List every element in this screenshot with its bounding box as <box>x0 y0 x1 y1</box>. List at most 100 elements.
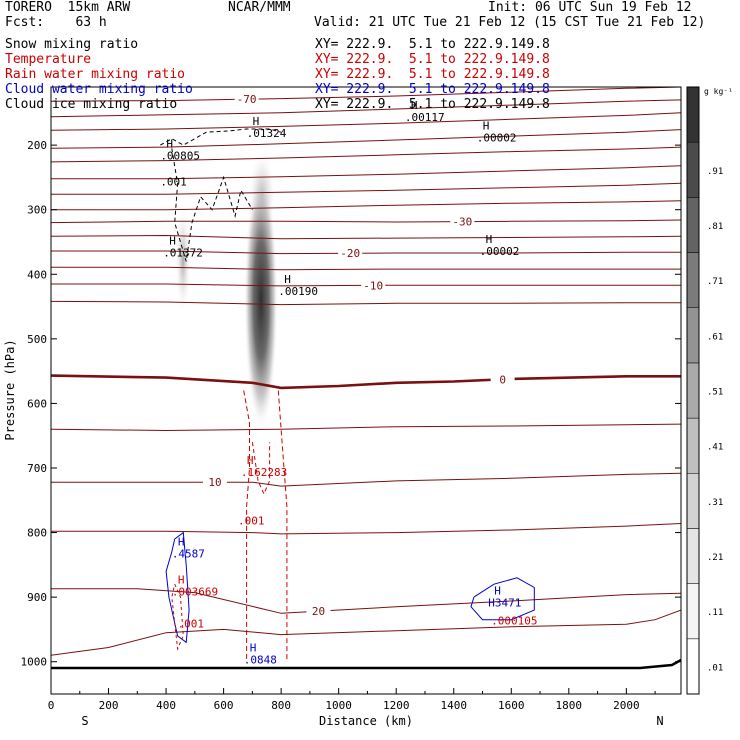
colorbar-tick-label: .01 <box>707 663 723 673</box>
x-tick-label: 0 <box>48 699 55 712</box>
isotherm-label-bg <box>202 476 227 489</box>
snow-ice-marker-value: .01324 <box>247 127 287 140</box>
isotherm--65 <box>51 99 681 118</box>
snow-contour-body <box>171 148 253 262</box>
colorbar-frame <box>686 86 700 695</box>
isotherm-label-bg <box>450 215 475 228</box>
isotherm-label-bg <box>338 247 363 260</box>
isotherm--50 <box>51 146 681 163</box>
isotherm-label: -20 <box>340 247 360 260</box>
rain-marker-value: .162283 <box>241 466 287 479</box>
colorbar-tick-label: .31 <box>707 498 723 508</box>
isotherm--30 <box>51 219 681 224</box>
init-time: Init: 06 UTC Sun 19 Feb 12 <box>488 0 692 15</box>
snow-ice-marker-h: H <box>486 233 493 246</box>
field-xy-1: XY= 222.9. 5.1 to 222.9.149.8 <box>315 52 550 67</box>
colorbar-swatch <box>686 583 700 640</box>
snow-ice-marker-h: H <box>483 119 490 132</box>
isotherm-label: 20 <box>312 605 325 618</box>
field-name-2: Rain water mixing ratio <box>5 67 186 82</box>
isotherm-label: -70 <box>237 93 257 106</box>
isotherm-15 <box>51 523 681 535</box>
colorbar-tick-label: .51 <box>707 388 723 398</box>
y-tick-label: 900 <box>27 591 47 604</box>
y-tick-label: 700 <box>27 462 47 475</box>
field-name-4: Cloud ice mixing ratio <box>5 97 178 112</box>
colorbar-swatch <box>686 528 700 584</box>
y-tick-label: 800 <box>27 527 47 540</box>
cloud-water-marker-value: .4587 <box>172 547 205 560</box>
snow-contour-top <box>160 128 282 146</box>
colorbar-tick-label: .11 <box>707 608 723 618</box>
isotherm-label: -30 <box>452 216 472 229</box>
x-tick-label: 200 <box>99 699 119 712</box>
snow-ice-marker-h: H <box>411 99 418 112</box>
cloud-water-marker-value: H3471 <box>488 596 521 609</box>
x-tick-label: 1800 <box>556 699 583 712</box>
isotherm-label: 10 <box>208 476 221 489</box>
snow-ice-marker-h: H <box>166 138 173 151</box>
isotherm--25 <box>51 234 681 240</box>
y-tick-label: 1000 <box>21 656 48 669</box>
isotherm--20 <box>51 250 681 255</box>
x-tick-label: 2000 <box>613 699 640 712</box>
snow-ice-marker-value: .00805 <box>160 150 200 163</box>
rain-contour-low <box>171 583 184 651</box>
y-tick-label: 200 <box>27 139 47 152</box>
rain-marker-value: .001 <box>178 618 205 631</box>
isotherm--15 <box>51 266 681 271</box>
rain-marker-h: H <box>178 573 185 586</box>
isotherm-10 <box>51 472 681 487</box>
isotherm--40 <box>51 182 681 195</box>
rain-marker-value: .003669 <box>172 585 218 598</box>
cloud-water-marker-value: .0848 <box>244 653 277 666</box>
x-tick-label: 1400 <box>440 699 467 712</box>
colorbar-swatch <box>686 473 700 529</box>
x-axis-ticks: 0 200 400 600 800 1000 1200 1400 1600 1800 2000 <box>48 688 656 712</box>
isotherm-label-bg <box>490 373 515 386</box>
marker-group: H.00117H.01324H.00002H.00805.001H.01372H… <box>160 99 537 666</box>
isotherm-20 <box>51 588 681 614</box>
cloud-water-marker-h: H <box>178 535 185 548</box>
rain-marker-h: H <box>247 454 254 467</box>
colorbar-swatch <box>686 417 700 474</box>
x-tick-label: 800 <box>271 699 291 712</box>
y-tick-label: 600 <box>27 397 47 410</box>
colorbar-tick-label: .81 <box>707 222 723 232</box>
isotherm-25 <box>51 609 681 656</box>
isotherm-label-bg <box>234 93 259 106</box>
colorbar-swatch <box>686 141 700 198</box>
snow-ice-marker-value: .00117 <box>405 111 445 124</box>
snow-ice-marker-h: H <box>253 115 260 128</box>
field-xy-0: XY= 222.9. 5.1 to 222.9.149.8 <box>315 37 550 52</box>
model-title: TORERO 15km ARW <box>5 0 131 15</box>
colorbar-swatch <box>686 638 700 695</box>
colorbar-units: g kg⁻¹ <box>704 87 733 96</box>
field-name-0: Snow mixing ratio <box>5 37 139 52</box>
isotherm-group: -70 -30 -20 -10 0 10 20 <box>51 87 681 656</box>
x-tick-label: 1600 <box>498 699 525 712</box>
y-axis-label: Pressure (hPa) <box>3 339 17 440</box>
isotherm--35 <box>51 200 681 211</box>
x-tick-label: 400 <box>156 699 176 712</box>
plot-area <box>51 87 681 694</box>
isotherm--45 <box>51 165 681 180</box>
direction-right: N <box>656 714 663 728</box>
cloud-water-contour-right <box>470 577 535 621</box>
field-name-1: Temperature <box>5 52 92 67</box>
isotherm-label: -10 <box>363 279 383 292</box>
isotherm-label: 0 <box>499 373 506 386</box>
isotherm--60 <box>51 112 681 131</box>
direction-left: S <box>81 714 88 728</box>
mixing-ratio-contours <box>160 128 535 662</box>
snow-ice-marker-value: .001 <box>160 175 187 188</box>
rain-contour-core <box>251 442 271 496</box>
rain-contour-left <box>243 390 250 662</box>
cloud-ice-shading <box>175 150 278 430</box>
forecast-hour: Fcst: 63 h <box>5 15 107 30</box>
colorbar-tick-label: .41 <box>707 443 723 453</box>
isotherm--5 <box>51 300 681 306</box>
cloud-ice-plume <box>244 170 278 430</box>
